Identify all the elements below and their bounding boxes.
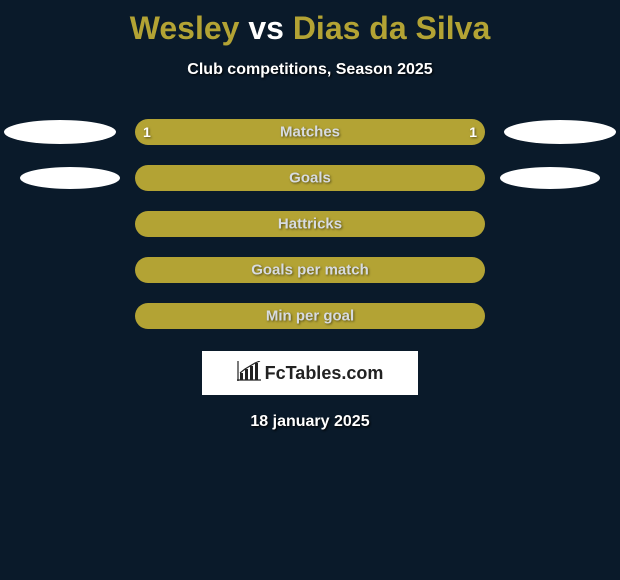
comparison-bar-left: [135, 165, 310, 191]
stat-label: Hattricks: [278, 216, 342, 233]
stat-row: Hattricks: [0, 211, 620, 237]
title-vs: vs: [239, 10, 292, 46]
stat-label: Min per goal: [266, 308, 354, 325]
comparison-bar-right: [310, 165, 485, 191]
title-player-right: Dias da Silva: [293, 10, 490, 46]
comparison-bar: Matches 1 1: [135, 119, 485, 145]
fctables-logo-box: FcTables.com: [202, 351, 418, 395]
stat-label: Goals per match: [251, 262, 369, 279]
stat-label: Goals: [289, 170, 331, 187]
page-title: Wesley vs Dias da Silva: [0, 0, 620, 47]
comparison-bar: Goals per match: [135, 257, 485, 283]
comparison-bar: Hattricks: [135, 211, 485, 237]
stat-row: Goals per match: [0, 257, 620, 283]
stat-row: Matches 1 1: [0, 119, 620, 145]
stat-row: Goals: [0, 165, 620, 191]
player-left-ellipse: [4, 120, 116, 144]
stat-label: Matches: [280, 124, 340, 141]
player-left-ellipse: [20, 167, 120, 189]
stat-value-right: 1: [469, 124, 477, 140]
fctables-logo-text: FcTables.com: [265, 363, 384, 384]
comparison-rows: Matches 1 1 Goals Hattricks Goals per match Mi…: [0, 119, 620, 329]
stat-row: Min per goal: [0, 303, 620, 329]
comparison-bar: Goals: [135, 165, 485, 191]
comparison-bar: Min per goal: [135, 303, 485, 329]
title-player-left: Wesley: [130, 10, 240, 46]
stat-value-left: 1: [143, 124, 151, 140]
bar-chart-icon: [237, 361, 261, 386]
subtitle: Club competitions, Season 2025: [0, 61, 620, 79]
player-right-ellipse: [504, 120, 616, 144]
player-right-ellipse: [500, 167, 600, 189]
date-text: 18 january 2025: [0, 413, 620, 431]
